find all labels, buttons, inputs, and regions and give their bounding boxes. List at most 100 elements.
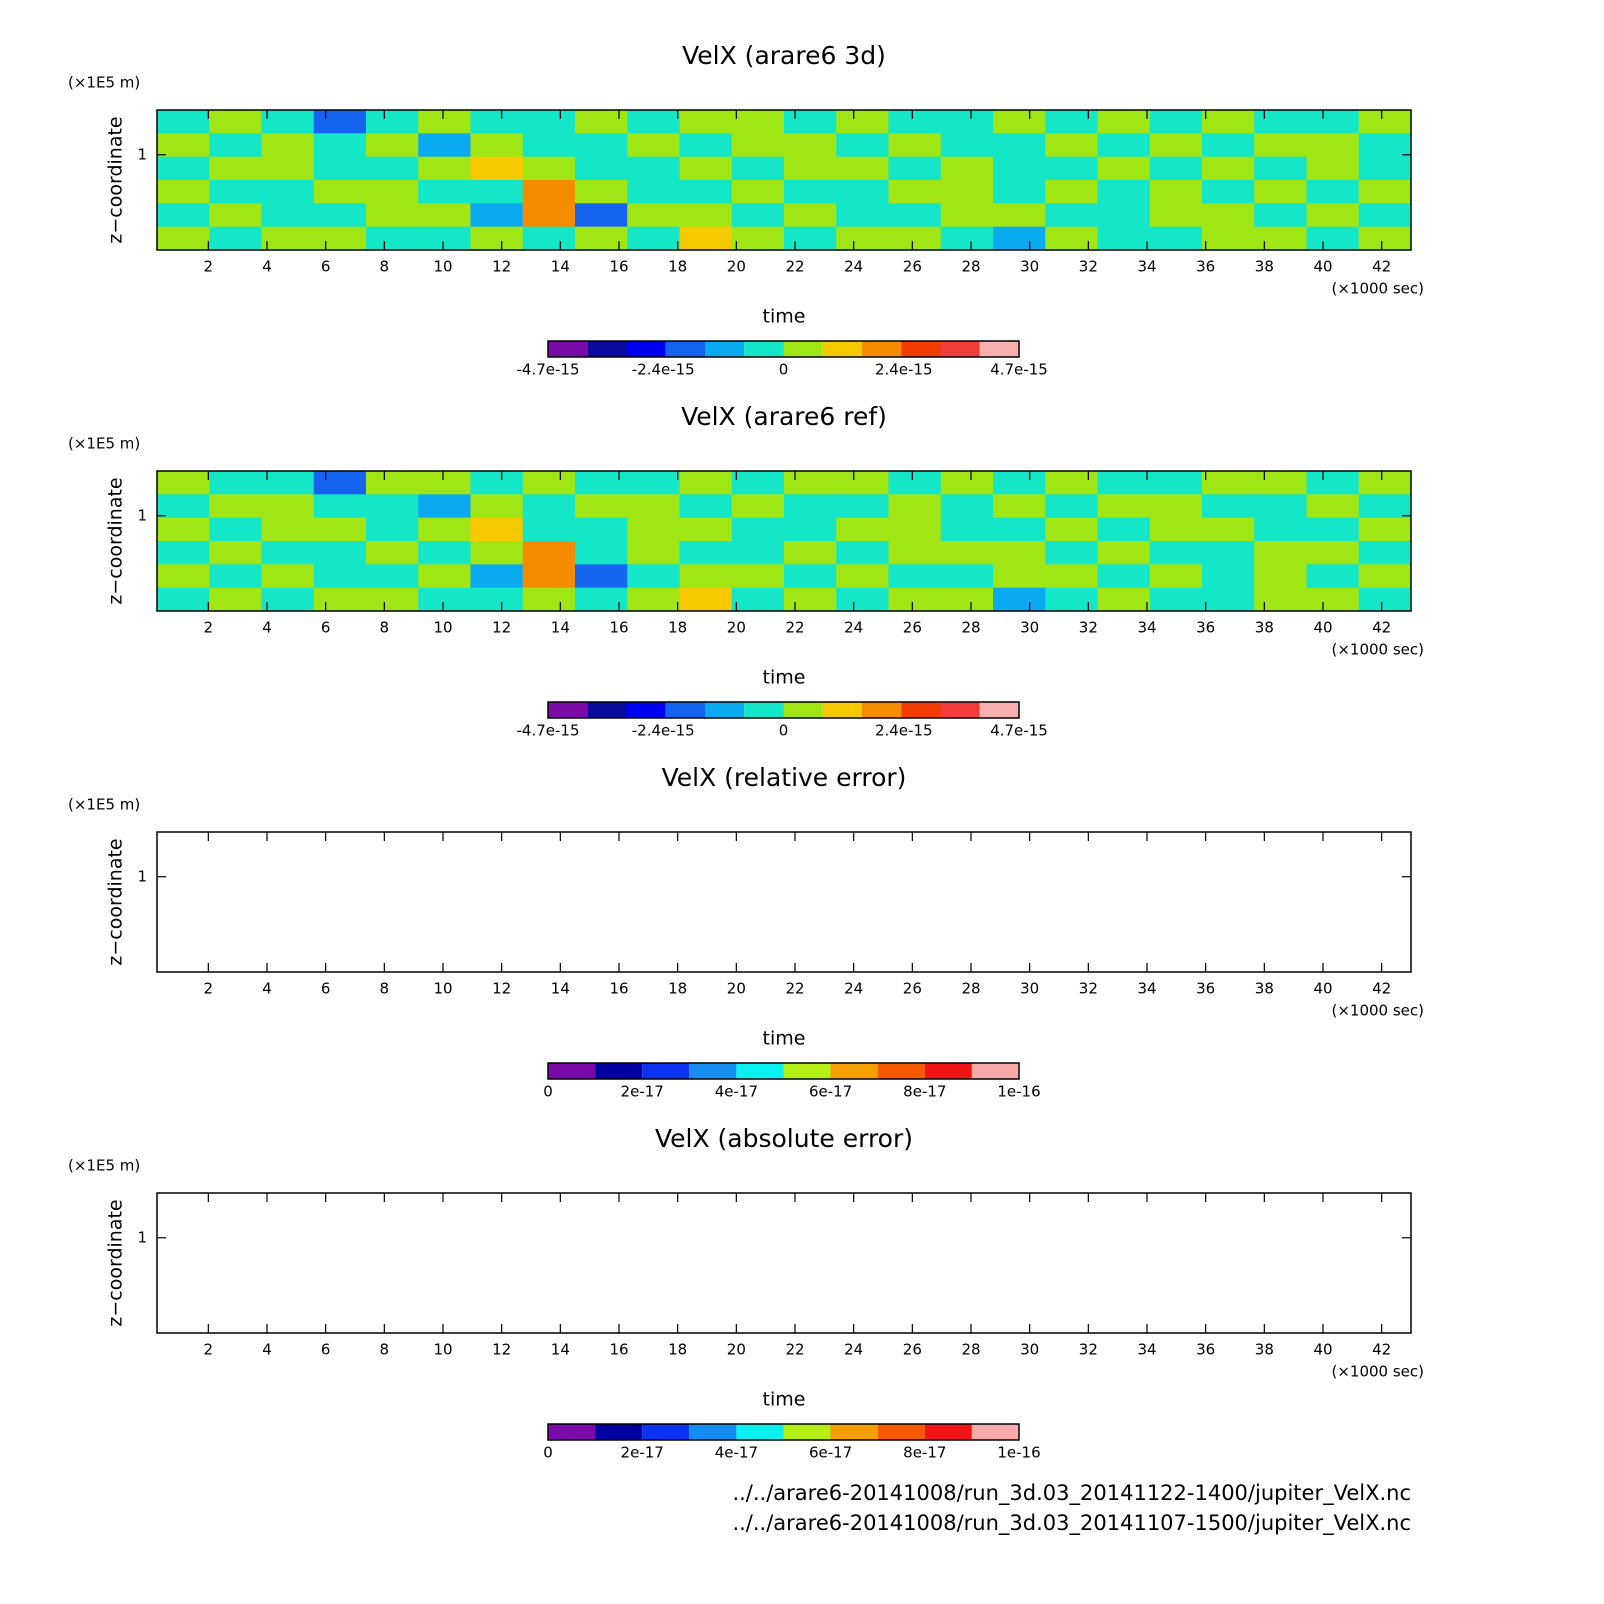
colorbar-tick-label: 2e-17	[621, 1444, 664, 1462]
x-tick-label: 28	[961, 1341, 980, 1359]
x-tick-label: 24	[844, 619, 863, 637]
x-tick-label: 38	[1255, 619, 1274, 637]
field-cell	[940, 587, 994, 612]
field-cell	[888, 587, 942, 612]
field-cell	[470, 541, 524, 565]
field-cell	[313, 541, 367, 565]
field-cell	[627, 180, 680, 204]
colorbar-tick-label: 0	[779, 361, 789, 379]
field-cell	[784, 110, 837, 134]
field-cell	[1097, 180, 1151, 204]
field-cell	[1358, 110, 1412, 134]
y-unit: (×1E5 m)	[68, 435, 140, 453]
field-cell	[470, 564, 524, 589]
x-axis-label: time	[763, 667, 806, 689]
field-cell	[784, 564, 837, 589]
field-cell	[418, 517, 471, 542]
colorbar-tick-label: 2.4e-15	[875, 361, 933, 379]
field-cell	[1254, 156, 1307, 181]
y-axis-label: z−coordinate	[105, 1199, 127, 1326]
field-cell	[993, 541, 1046, 565]
x-tick-label: 4	[262, 980, 272, 998]
field-cell	[679, 494, 733, 519]
field-cell	[366, 133, 419, 158]
field-cell	[313, 203, 367, 228]
x-tick-label: 38	[1255, 1341, 1274, 1359]
x-tick-label: 36	[1196, 258, 1215, 276]
colorbar-tick-label: 1e-16	[997, 1083, 1040, 1101]
field-cell	[209, 203, 262, 228]
field-cell	[366, 517, 419, 542]
field-cell	[418, 541, 471, 565]
field-cell	[679, 226, 733, 251]
field-cell	[522, 133, 576, 158]
colorbar-box	[971, 1063, 1019, 1079]
colorbar-box	[979, 702, 1019, 718]
x-tick-label: 12	[492, 258, 511, 276]
field-cell	[784, 156, 837, 181]
colorbar-box	[548, 1063, 596, 1079]
field-cell	[993, 587, 1046, 612]
field-cell	[261, 517, 315, 542]
x-tick-label: 6	[321, 980, 331, 998]
field-cell	[1202, 226, 1255, 251]
x-tick-label: 42	[1372, 1341, 1391, 1359]
field-cell	[1202, 180, 1255, 204]
field-cell	[157, 156, 210, 181]
field-cell	[1149, 133, 1203, 158]
field-cell	[993, 180, 1046, 204]
field-cell	[993, 494, 1046, 519]
colorbar-box	[595, 1063, 643, 1079]
field-cell	[836, 541, 889, 565]
field-cell	[313, 517, 367, 542]
field-cell	[836, 587, 889, 612]
field-cell	[888, 471, 942, 495]
field-cell	[313, 133, 367, 158]
field-cell	[784, 471, 837, 495]
field-cell	[418, 156, 471, 181]
field-cell	[157, 494, 210, 519]
x-axis-label: time	[763, 306, 806, 328]
colorbar-box	[862, 702, 902, 718]
x-tick-label: 20	[727, 258, 746, 276]
field-cell	[679, 541, 733, 565]
field-cell	[679, 564, 733, 589]
colorbar-box	[783, 702, 823, 718]
field-cell	[1254, 203, 1307, 228]
y-tick-label: 1	[137, 506, 147, 524]
x-tick-label: 16	[609, 1341, 628, 1359]
field-cell	[366, 471, 419, 495]
field-cell	[522, 180, 576, 204]
colorbar-box	[940, 341, 980, 357]
field-cell	[1202, 564, 1255, 589]
x-tick-label: 34	[1137, 980, 1156, 998]
field-cell	[575, 587, 628, 612]
colorbar-box	[940, 702, 980, 718]
x-tick-label: 4	[262, 1341, 272, 1359]
field-cell	[522, 494, 576, 519]
field-cell	[1149, 541, 1203, 565]
x-tick-label: 12	[492, 980, 511, 998]
colorbar-box	[979, 341, 1019, 357]
colorbar-box	[971, 1424, 1019, 1440]
x-tick-label: 30	[1020, 1341, 1039, 1359]
x-tick-label: 36	[1196, 980, 1215, 998]
field-cell	[418, 494, 471, 519]
field-cell	[1202, 494, 1255, 519]
colorbar-frame	[547, 701, 1020, 719]
colorbar-tick-label: -2.4e-15	[632, 722, 695, 740]
x-tick-label: 32	[1079, 1341, 1098, 1359]
field-cell	[522, 471, 576, 495]
field-cell	[1149, 564, 1203, 589]
x-tick-label: 22	[785, 980, 804, 998]
field-cell	[940, 226, 994, 251]
field-cell	[627, 110, 680, 134]
colorbar-tick-label: 0	[543, 1444, 553, 1462]
colorbar-tick-label: 4.7e-15	[990, 361, 1048, 379]
field-cell	[522, 156, 576, 181]
field-cell	[1358, 133, 1412, 158]
field-cell	[261, 587, 315, 612]
field-cell	[1149, 180, 1203, 204]
field-cell	[731, 564, 785, 589]
field-cell	[209, 517, 262, 542]
